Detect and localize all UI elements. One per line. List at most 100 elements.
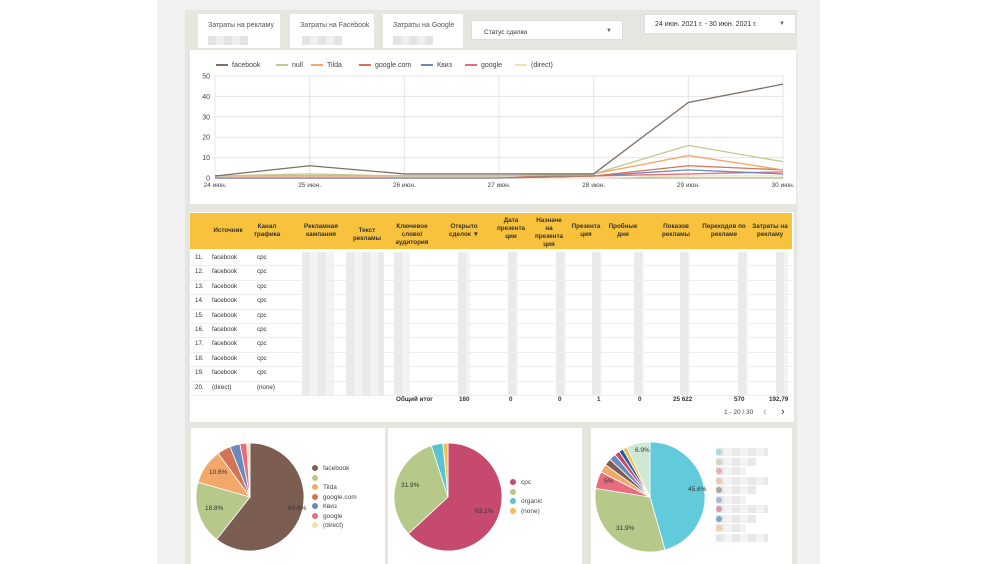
cell-channel[interactable]: (none): [257, 383, 275, 391]
cell-source[interactable]: facebook: [212, 326, 238, 333]
redacted-cell: [302, 338, 334, 353]
cell-source[interactable]: facebook: [212, 254, 238, 261]
date-range-picker[interactable]: 24 июн. 2021 г. - 30 июн. 2021 г. ▼: [644, 14, 796, 34]
legend-item[interactable]: Квиз: [421, 62, 452, 69]
column-header[interactable]: Презента ция: [571, 223, 601, 238]
redacted-cell: [592, 295, 602, 310]
pie-legend-item[interactable]: (direct): [312, 522, 343, 529]
cell-source[interactable]: (direct): [212, 383, 232, 391]
redacted-cell: [346, 367, 384, 382]
pie-legend-item[interactable]: Tilda: [312, 484, 337, 491]
redacted-cell: [592, 266, 602, 281]
column-header[interactable]: Затраты на рекламу: [752, 223, 788, 238]
pie-legend-item[interactable]: cpc: [510, 479, 531, 486]
column-header[interactable]: Показов рекламы: [661, 223, 691, 238]
pie-legend-item[interactable]: google.com: [312, 494, 357, 501]
cell-source[interactable]: facebook: [212, 268, 238, 276]
cell-channel[interactable]: cpc: [257, 268, 267, 276]
legend-dot: [312, 484, 318, 491]
redacted-cell: [738, 295, 748, 310]
row-divider: [190, 294, 792, 296]
column-header[interactable]: Текст рекламы: [352, 227, 382, 242]
redacted-cell: [556, 252, 566, 267]
cell-channel[interactable]: cpc: [257, 282, 267, 290]
cell-source[interactable]: facebook: [212, 297, 238, 305]
cell-source[interactable]: facebook: [212, 369, 238, 377]
cell-channel[interactable]: cpc: [257, 254, 267, 261]
redacted-cell: [738, 381, 748, 396]
legend-dot: [312, 465, 318, 472]
pie-legend-item[interactable]: facebook: [312, 465, 349, 472]
cell-channel[interactable]: cpc: [257, 369, 267, 377]
cell-channel[interactable]: cpc: [257, 311, 267, 319]
redacted-cell: [394, 280, 410, 296]
column-header[interactable]: Дата презента ции: [496, 217, 526, 240]
legend-item[interactable]: Tilda: [311, 62, 342, 69]
kpi-card-facebook-cost[interactable]: Затраты на Facebook: [290, 14, 374, 48]
pagination-next-button[interactable]: ›: [781, 406, 785, 418]
total-cost: 192,79: [769, 396, 789, 403]
legend-item[interactable]: facebook: [216, 62, 260, 69]
column-header[interactable]: Источник: [213, 227, 243, 234]
legend-label: cpc: [521, 479, 532, 486]
legend-label: Tilda: [323, 484, 337, 491]
redacted-cell: [394, 381, 410, 396]
legend-swatch: [276, 64, 288, 67]
row-number: 18.: [195, 354, 204, 362]
legend-dot: [312, 512, 318, 519]
cell-source[interactable]: facebook: [212, 340, 238, 348]
redacted-cell: [302, 381, 334, 396]
row-divider: [190, 308, 792, 310]
column-header[interactable]: Переходов по рекламе: [702, 223, 746, 238]
redacted-cell: [592, 338, 602, 353]
redacted-cell: [634, 252, 644, 267]
total-assigned: 0: [558, 396, 562, 403]
redacted-legend-item: [716, 448, 768, 456]
legend-item[interactable]: google: [465, 62, 502, 69]
cell-source[interactable]: facebook: [212, 282, 238, 290]
pie-legend-item[interactable]: organic: [510, 498, 542, 505]
cell-source[interactable]: facebook: [212, 354, 238, 362]
row-number: 17.: [195, 340, 204, 348]
pagination-range: 1 - 20 / 30: [724, 409, 754, 416]
pie-legend-item[interactable]: [312, 474, 323, 482]
kpi-label: Затраты на Google: [393, 22, 455, 29]
redacted-cell: [302, 324, 334, 339]
legend-item[interactable]: (direct): [515, 62, 553, 69]
deal-status-label: Статус сделки: [484, 29, 528, 36]
column-header[interactable]: Открыто сделок ▼: [449, 223, 479, 238]
kpi-card-google-cost[interactable]: Затраты на Google: [383, 14, 463, 48]
redacted-legend-item: [716, 495, 746, 504]
pie-legend-item[interactable]: google: [312, 513, 343, 520]
kpi-card-ad-cost[interactable]: Затраты на рекламу: [198, 14, 280, 48]
cell-channel[interactable]: cpc: [257, 326, 267, 333]
redacted-cell: [458, 324, 470, 339]
column-header[interactable]: Назначе на презента ция: [534, 217, 564, 248]
redacted-cell: [394, 252, 410, 267]
legend-label: Tilda: [327, 62, 342, 69]
cell-channel[interactable]: cpc: [257, 340, 267, 348]
legend-item[interactable]: google.com: [359, 62, 411, 69]
redacted-cell: [346, 324, 384, 339]
redacted-cell: [302, 266, 334, 281]
pie-legend-item[interactable]: Квиз: [312, 503, 337, 510]
column-header[interactable]: Канал трафика: [253, 223, 281, 238]
deal-status-filter[interactable]: Статус сделки ▼: [471, 20, 623, 40]
pie-legend-item[interactable]: [510, 488, 521, 496]
cell-channel[interactable]: cpc: [257, 354, 267, 362]
pagination-prev-button[interactable]: ‹: [763, 406, 767, 418]
cell-channel[interactable]: cpc: [257, 297, 267, 305]
column-header[interactable]: Ключевое слово/ аудитория: [395, 223, 429, 246]
legend-item[interactable]: null: [276, 62, 303, 69]
row-number: 14.: [195, 297, 204, 305]
redacted-cell: [680, 252, 690, 267]
redacted-cell: [776, 280, 788, 296]
legend-dot: [716, 468, 722, 474]
redacted-cell: [680, 338, 690, 353]
column-header[interactable]: Пробные дни: [608, 223, 638, 238]
redacted-cell: [394, 324, 410, 339]
pie-legend-item[interactable]: (none): [510, 508, 540, 515]
legend-dot: [312, 493, 318, 500]
column-header[interactable]: Рекламная кампания: [304, 223, 338, 238]
cell-source[interactable]: facebook: [212, 311, 238, 319]
